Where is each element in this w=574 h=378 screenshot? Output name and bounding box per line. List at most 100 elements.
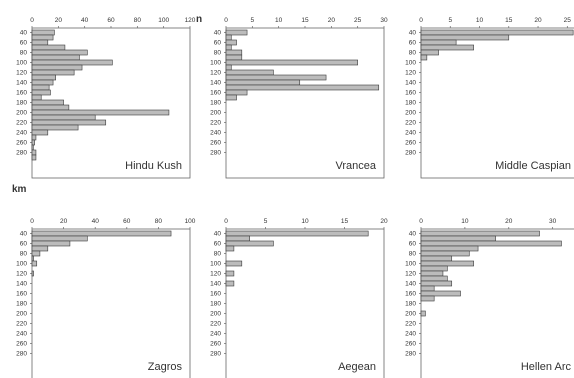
depth-tick-label: 60 bbox=[214, 241, 222, 248]
count-tick-label: 10 bbox=[301, 218, 309, 225]
count-tick-label: 20 bbox=[55, 17, 63, 24]
count-tick-label: 10 bbox=[275, 17, 283, 24]
depth-tick-label: 140 bbox=[405, 281, 416, 288]
bar-depth-100 bbox=[225, 59, 358, 66]
depth-tick-label: 240 bbox=[16, 130, 27, 137]
depth-tick-label: 260 bbox=[210, 341, 221, 348]
count-tick-label: 60 bbox=[107, 17, 115, 24]
bar-depth-60 bbox=[31, 240, 71, 247]
bar-depth-60 bbox=[225, 39, 237, 46]
count-tick-label: 15 bbox=[301, 17, 309, 24]
count-tick-label: 5 bbox=[448, 17, 452, 24]
bar-depth-210 bbox=[31, 114, 96, 121]
depth-tick-label: 280 bbox=[405, 351, 416, 358]
depth-tick-label: 40 bbox=[20, 30, 28, 37]
count-tick-label: 5 bbox=[264, 218, 268, 225]
panel-frame bbox=[225, 27, 385, 179]
depth-tick-label: 100 bbox=[405, 60, 416, 67]
bar-depth-240 bbox=[31, 129, 49, 136]
depth-tick-label: 220 bbox=[16, 321, 27, 328]
bar-depth-110 bbox=[420, 265, 448, 272]
depth-tick-label: 160 bbox=[210, 90, 221, 97]
depth-tick-label: 260 bbox=[405, 341, 416, 348]
bar-depth-60 bbox=[420, 39, 457, 46]
count-tick-label: 80 bbox=[134, 17, 142, 24]
depth-tick-label: 240 bbox=[16, 331, 27, 338]
count-tick-label: 0 bbox=[419, 218, 423, 225]
count-tick-label: 30 bbox=[380, 17, 388, 24]
bar-depth-140 bbox=[225, 280, 235, 287]
bar-depth-130 bbox=[31, 74, 57, 81]
depth-tick-label: 200 bbox=[210, 311, 221, 318]
depth-tick-label: 220 bbox=[16, 120, 27, 127]
depth-tick-label: 160 bbox=[210, 291, 221, 298]
depth-tick-label: 40 bbox=[214, 231, 222, 238]
depth-tick-label: 240 bbox=[210, 130, 221, 137]
bar-depth-60 bbox=[420, 240, 562, 247]
count-tick-label: 0 bbox=[30, 17, 34, 24]
depth-tick-label: 180 bbox=[210, 100, 221, 107]
panel-frame bbox=[225, 228, 385, 378]
count-tick-label: 100 bbox=[185, 218, 196, 225]
depth-tick-label: 240 bbox=[405, 331, 416, 338]
depth-tick-label: 100 bbox=[16, 60, 27, 67]
bar-depth-200 bbox=[31, 109, 170, 116]
depth-tick-label: 80 bbox=[409, 251, 417, 258]
depth-tick-label: 40 bbox=[20, 231, 28, 238]
bar-depth-90 bbox=[225, 54, 243, 61]
depth-tick-label: 60 bbox=[214, 40, 222, 47]
count-tick-label: 120 bbox=[185, 17, 196, 24]
depth-tick-label: 180 bbox=[16, 301, 27, 308]
count-tick-label: 25 bbox=[564, 17, 572, 24]
depth-tick-label: 260 bbox=[210, 140, 221, 147]
depth-tick-label: 220 bbox=[210, 321, 221, 328]
bar-depth-120 bbox=[420, 270, 444, 277]
depth-tick-label: 100 bbox=[16, 261, 27, 268]
bar-depth-70 bbox=[31, 44, 66, 51]
bar-depth-110 bbox=[31, 64, 83, 71]
count-tick-label: 60 bbox=[123, 218, 131, 225]
depth-tick-label: 200 bbox=[16, 110, 27, 117]
depth-tick-label: 260 bbox=[16, 341, 27, 348]
depth-tick-label: 180 bbox=[210, 301, 221, 308]
panel-vrancea: 0 5 10 15 20 25 30 40 60 80 100 120 140 160 180 200 220 2… bbox=[210, 17, 388, 179]
count-tick-label: 20 bbox=[328, 17, 336, 24]
depth-tick-label: 60 bbox=[409, 241, 417, 248]
depth-tick-label: 240 bbox=[210, 331, 221, 338]
depth-tick-label: 260 bbox=[405, 140, 416, 147]
bar-depth-60 bbox=[225, 240, 274, 247]
bar-depth-80 bbox=[31, 49, 88, 56]
bar-depth-220 bbox=[31, 119, 107, 126]
depth-tick-label: 280 bbox=[405, 150, 416, 157]
depth-tick-label: 80 bbox=[20, 50, 28, 57]
depth-tick-label: 100 bbox=[405, 261, 416, 268]
bar-depth-100 bbox=[420, 260, 474, 267]
count-tick-label: 80 bbox=[155, 218, 163, 225]
panel-hindu-kush: 0 20 40 60 80 100 120 40 60 80 100 120 140 160 180 200 2… bbox=[16, 17, 196, 179]
bar-depth-70 bbox=[31, 245, 49, 252]
depth-tick-label: 140 bbox=[16, 80, 27, 87]
depth-tick-label: 180 bbox=[405, 301, 416, 308]
depth-tick-label: 140 bbox=[16, 281, 27, 288]
depth-tick-label: 280 bbox=[210, 351, 221, 358]
count-tick-label: 0 bbox=[30, 218, 34, 225]
count-tick-label: 0 bbox=[224, 218, 228, 225]
bar-depth-120 bbox=[31, 270, 34, 277]
bar-depth-190 bbox=[31, 104, 70, 111]
depth-tick-label: 200 bbox=[210, 110, 221, 117]
bar-depth-160 bbox=[31, 89, 51, 96]
panel-title: Vrancea bbox=[335, 160, 376, 172]
depth-tick-label: 60 bbox=[409, 40, 417, 47]
bar-depth-80 bbox=[420, 49, 439, 56]
bar-depth-140 bbox=[420, 280, 453, 287]
bar-depth-70 bbox=[225, 44, 232, 51]
count-tick-label: 15 bbox=[341, 218, 349, 225]
bar-depth-230 bbox=[31, 124, 79, 131]
depth-tick-label: 80 bbox=[214, 50, 222, 57]
bar-depth-110 bbox=[225, 64, 232, 71]
count-tick-label: 15 bbox=[505, 17, 513, 24]
depth-tick-label: 40 bbox=[409, 30, 417, 37]
bar-depth-280 bbox=[31, 149, 37, 156]
